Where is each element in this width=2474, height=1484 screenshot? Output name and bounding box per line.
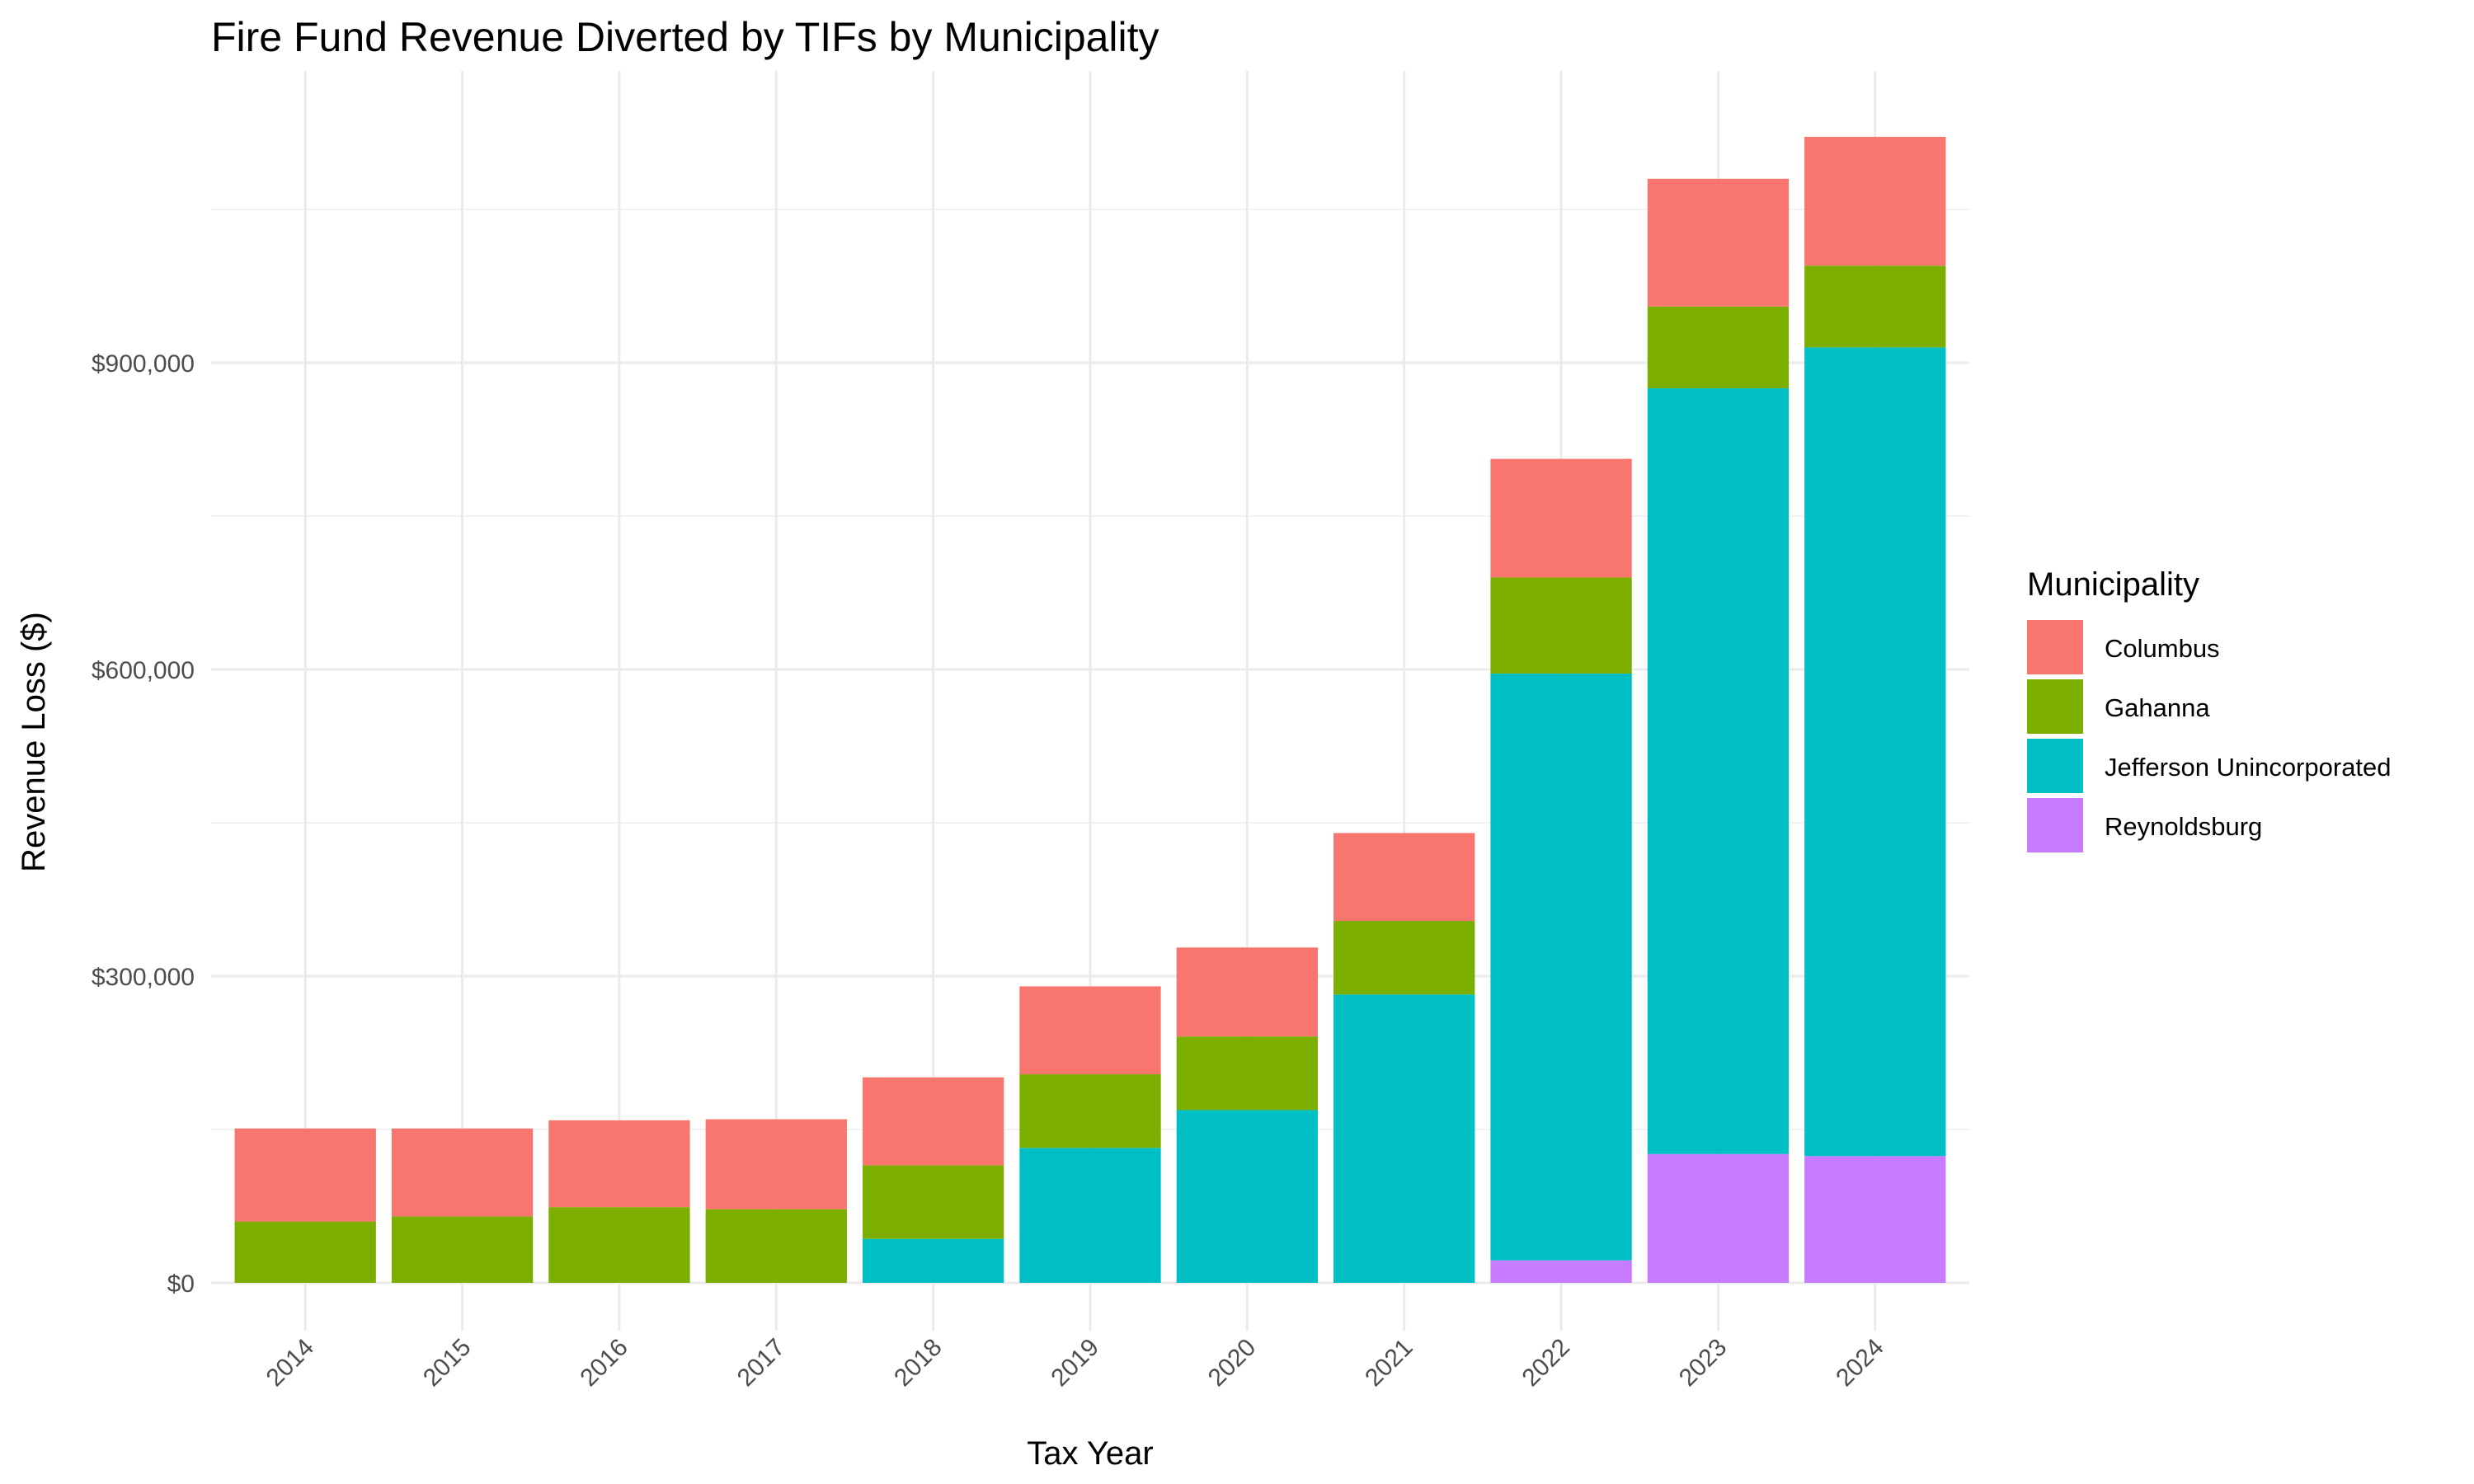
bar-segment-gahanna-2017 — [705, 1209, 847, 1283]
x-tick-label: 2014 — [261, 1334, 320, 1392]
bar-segment-gahanna-2018 — [862, 1165, 1004, 1239]
bar-segment-columbus-2017 — [705, 1119, 847, 1209]
y-tick-label: $600,000 — [92, 657, 195, 684]
x-tick-label: 2016 — [575, 1334, 633, 1392]
legend-swatch-gahanna — [2027, 679, 2083, 734]
bar-segment-columbus-2020 — [1176, 947, 1319, 1037]
bar-segment-gahanna-2014 — [234, 1221, 376, 1283]
x-tick-label: 2022 — [1517, 1334, 1575, 1392]
bar-segment-reynoldsburg-2023 — [1647, 1153, 1790, 1283]
bar-segment-columbus-2023 — [1647, 178, 1790, 307]
bar-segment-gahanna-2015 — [391, 1216, 534, 1283]
bar-segment-jefferson-unincorporated-2023 — [1647, 388, 1790, 1154]
x-tick-label: 2024 — [1831, 1334, 1889, 1392]
legend: Municipality Columbus Gahanna Jefferson Un… — [2027, 566, 2392, 852]
bar-segment-columbus-2024 — [1804, 136, 1946, 266]
bar-segment-jefferson-unincorporated-2022 — [1490, 673, 1632, 1261]
bar-segment-jefferson-unincorporated-2020 — [1176, 1110, 1319, 1283]
bar-segment-gahanna-2023 — [1647, 306, 1790, 388]
bar-segment-reynoldsburg-2024 — [1804, 1156, 1946, 1283]
legend-swatch-reynoldsburg — [2027, 798, 2083, 852]
x-tick-label: 2019 — [1046, 1334, 1104, 1392]
y-axis-ticks: $0 $300,000 $600,000 $900,000 — [92, 350, 195, 1298]
x-tick-label: 2015 — [418, 1334, 477, 1392]
bar-segment-gahanna-2024 — [1804, 265, 1946, 348]
bars — [234, 136, 1946, 1283]
bar-segment-columbus-2018 — [862, 1077, 1004, 1166]
y-tick-label: $300,000 — [92, 964, 195, 991]
legend-label: Jefferson Unincorporated — [2105, 753, 2392, 782]
bar-segment-columbus-2022 — [1490, 458, 1632, 578]
y-tick-label: $0 — [167, 1270, 195, 1298]
legend-label: Reynoldsburg — [2105, 812, 2262, 841]
bar-segment-jefferson-unincorporated-2021 — [1333, 994, 1475, 1283]
legend-items: Columbus Gahanna Jefferson Unincorporated R… — [2027, 620, 2392, 852]
bar-segment-columbus-2015 — [391, 1128, 534, 1217]
chart-title: Fire Fund Revenue Diverted by TIFs by Mu… — [211, 14, 1159, 60]
x-tick-label: 2017 — [732, 1334, 791, 1392]
legend-swatch-jefferson-unincorporated — [2027, 739, 2083, 793]
bar-segment-reynoldsburg-2022 — [1490, 1260, 1632, 1283]
bar-segment-gahanna-2021 — [1333, 921, 1475, 995]
bar-segment-jefferson-unincorporated-2019 — [1019, 1148, 1161, 1283]
bar-segment-jefferson-unincorporated-2018 — [862, 1238, 1004, 1283]
x-tick-label: 2023 — [1674, 1334, 1733, 1392]
bar-segment-gahanna-2016 — [548, 1207, 690, 1283]
x-axis-title: Tax Year — [1027, 1435, 1153, 1472]
legend-label: Gahanna — [2105, 693, 2210, 722]
x-tick-label: 2021 — [1360, 1334, 1418, 1392]
bar-segment-columbus-2021 — [1333, 833, 1475, 922]
legend-label: Columbus — [2105, 634, 2220, 663]
y-tick-label: $900,000 — [92, 350, 195, 378]
bar-segment-columbus-2016 — [548, 1120, 690, 1208]
x-tick-label: 2020 — [1203, 1334, 1262, 1392]
bar-segment-gahanna-2022 — [1490, 577, 1632, 674]
bar-segment-columbus-2014 — [234, 1128, 376, 1222]
bar-segment-gahanna-2019 — [1019, 1074, 1161, 1148]
x-tick-label: 2018 — [889, 1334, 948, 1392]
bar-segment-columbus-2019 — [1019, 986, 1161, 1075]
y-axis-title: Revenue Loss ($) — [16, 612, 52, 872]
x-axis-ticks: 2014 2015 2016 2017 2018 2019 2020 2021 2022 2023… — [261, 1334, 1889, 1392]
bar-segment-gahanna-2020 — [1176, 1036, 1319, 1111]
legend-title: Municipality — [2027, 566, 2199, 603]
bar-segment-jefferson-unincorporated-2024 — [1804, 347, 1946, 1157]
legend-swatch-columbus — [2027, 620, 2083, 674]
